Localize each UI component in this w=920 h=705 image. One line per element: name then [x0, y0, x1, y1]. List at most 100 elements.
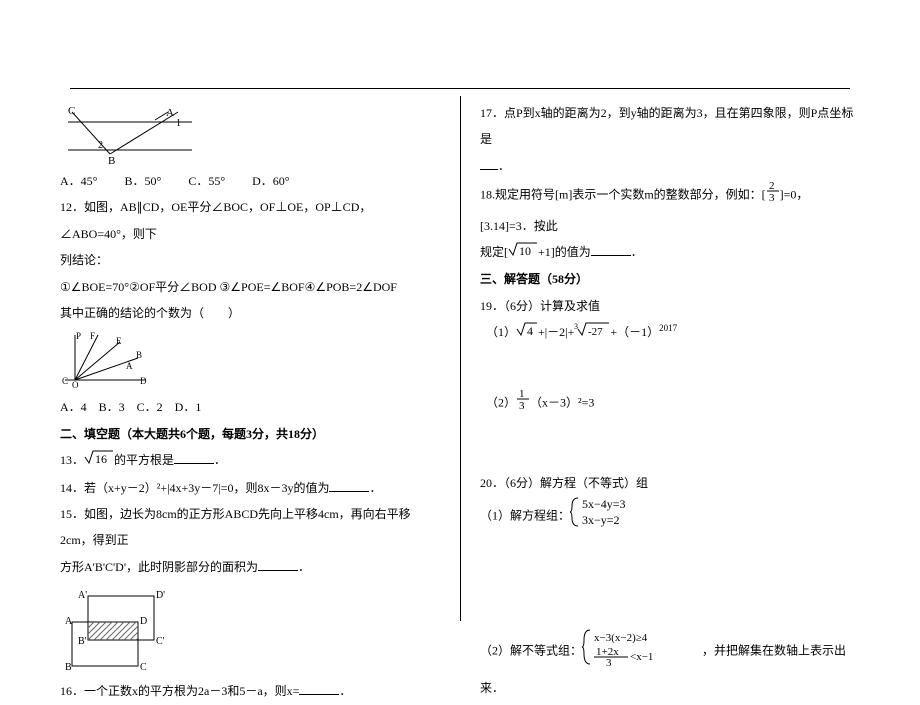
q12-O: O [72, 380, 79, 390]
cbrt-27-icon: 3 -27 [574, 320, 610, 346]
q20-p1-pre: （1）解方程组： [480, 509, 570, 523]
q12-B: B [136, 350, 142, 360]
spacer2 [480, 420, 860, 470]
q19-part1: （1）4+|－2|+3-27+（－1）2017 [486, 319, 860, 346]
svg-text:3x−y=2: 3x−y=2 [582, 513, 620, 527]
q12-C: C [62, 376, 68, 386]
q15-D1: D' [156, 590, 165, 601]
spacer3 [480, 538, 860, 628]
q15-line2: 方形A'B'C'D'，此时阴影部分的面积为 [60, 560, 258, 574]
q11-figure: C A B 1 2 [60, 104, 200, 164]
q15-blank [258, 559, 298, 571]
q19-p1-tail: +（－1） [610, 325, 659, 339]
left-column: C A B 1 2 A．45° B．50° C．55° D．60° 12．如图，… [60, 100, 440, 705]
svg-text:10: 10 [519, 244, 531, 257]
svg-text:5x−4y=3: 5x−4y=3 [582, 497, 626, 511]
q18-end: ． [631, 245, 643, 259]
q11-angle1: 1 [176, 118, 181, 129]
q19-p2-pre: （2） [486, 395, 516, 409]
q17-blank-line: ． [480, 153, 860, 179]
q18-frac: 23 [766, 179, 780, 212]
q20-head: 20．（6分）解方程（不等式）组 [480, 470, 860, 496]
q11-choice-A: A．45° [60, 174, 97, 188]
section3-title: 三、解答题（58分） [480, 266, 860, 292]
q19-frac: 13 [516, 387, 530, 420]
q15-figure: A D B C A' D' B' C' [60, 584, 180, 674]
q16-blank [299, 683, 339, 695]
q13-pre: 13． [60, 453, 84, 467]
svg-text:3: 3 [769, 192, 775, 203]
q12-stem: 12．如图，AB∥CD，OE平分∠BOC，OF⊥OE，OP⊥CD，∠ABO=40… [60, 194, 440, 247]
q16-text: 16．一个正数x的平方根为2a－3和5－a，则x= [60, 684, 299, 698]
q19-p1-exp: 2017 [659, 323, 677, 333]
q11-label-A: A [166, 107, 174, 119]
svg-text:3: 3 [606, 657, 612, 666]
top-rule [70, 88, 850, 89]
q18-blank [591, 244, 631, 256]
svg-text:2: 2 [769, 180, 775, 192]
q20-p2-pre: （2）解不等式组： [480, 643, 582, 657]
q17: 17．点P到x轴的距离为2，到y轴的距离为3，且在第四象限，则P点坐标是 [480, 100, 860, 153]
svg-text:x−3(x−2)≥4: x−3(x−2)≥4 [594, 632, 648, 644]
q12-E: E [116, 336, 122, 346]
q19-p1-pre: （1） [486, 325, 516, 339]
sqrt4-icon: 4 [516, 320, 538, 346]
q14: 14．若（x+y－2）²+|4x+3y－7|=0，则8x－3y的值为 ． [60, 475, 440, 501]
svg-text:-27: -27 [588, 326, 603, 337]
q12-tail: 其中正确的结论的个数为（ ） [60, 300, 440, 326]
q12-figure: F P E B C O D A [60, 330, 150, 390]
q15-C1: C' [156, 636, 165, 647]
spacer1 [480, 347, 860, 387]
section2-title: 二、填空题（本大题共6个题，每题3分，共18分） [60, 421, 440, 447]
q15-A: A [65, 616, 73, 627]
q15-A1: A' [78, 590, 87, 601]
q18-line2-pre: 规定[ [480, 245, 508, 259]
q17-end: ． [498, 159, 510, 173]
svg-text:1: 1 [519, 388, 525, 400]
q12-options: ①∠BOE=70°②OF平分∠BOD ③∠POE=∠BOF④∠POB=2∠DOF [60, 274, 440, 300]
q16: 16．一个正数x的平方根为2a－3和5－a，则x= ． [60, 678, 440, 704]
q12-stem2: 列结论： [60, 247, 440, 273]
q11-choice-B: B．50° [124, 174, 161, 188]
q11-choice-D: D．60° [252, 174, 289, 188]
svg-text:<x−1: <x−1 [630, 651, 653, 663]
sqrt10-icon: 10 [508, 240, 538, 266]
q19-p2-tail: （x－3）²=3 [530, 395, 594, 409]
q17-blank [480, 158, 498, 170]
q12-A: A [126, 361, 133, 371]
q15-D: D [140, 616, 147, 627]
q14-text: 14．若（x+y－2）²+|4x+3y－7|=0，则8x－3y的值为 [60, 481, 329, 495]
svg-text:4: 4 [527, 324, 533, 337]
q11-angle2: 2 [98, 140, 103, 151]
svg-text:3: 3 [574, 322, 578, 331]
q11-label-C: C [68, 105, 75, 117]
right-column: 17．点P到x轴的距离为2，到y轴的距离为3，且在第四象限，则P点坐标是 ． 1… [480, 100, 860, 705]
q18-pre: 18.规定用符号[m]表示一个实数m的整数部分，例如：[ [480, 188, 766, 202]
q14-end: ． [369, 481, 381, 495]
q12-F: F [90, 331, 95, 341]
q20-part1: （1）解方程组： 5x−4y=3 3x−y=2 [480, 496, 860, 537]
q18: 18.规定用符号[m]表示一个实数m的整数部分，例如：[23]=0，[3.14]… [480, 179, 860, 239]
column-divider [460, 96, 461, 621]
q12-choices: A．4 B．3 C．2 D．1 [60, 394, 440, 420]
q12-D: D [140, 376, 147, 386]
q15-line2-wrap: 方形A'B'C'D'，此时阴影部分的面积为． [60, 554, 440, 580]
q15-B: B [65, 662, 72, 673]
q13-blank [174, 452, 214, 464]
q20-part2: （2）解不等式组：x−3(x−2)≥41+2x3<x−1，并把解集在数轴上表示出… [480, 628, 860, 702]
q16-end: ． [339, 684, 351, 698]
q20-brace1-icon: 5x−4y=3 3x−y=2 [570, 496, 650, 537]
q15-B1: B' [78, 636, 87, 647]
q15-C: C [140, 662, 147, 673]
q17-text: 17．点P到x轴的距离为2，到y轴的距离为3，且在第四象限，则P点坐标是 [480, 106, 853, 146]
q20-brace2-icon: x−3(x−2)≥41+2x3<x−1 [582, 628, 702, 675]
q11-choices: A．45° B．50° C．55° D．60° [60, 168, 440, 194]
svg-text:16: 16 [95, 452, 107, 465]
q19-part2: （2）13（x－3）²=3 [486, 387, 860, 420]
q12-P: P [76, 331, 81, 341]
q15-line1: 15．如图，边长为8cm的正方形ABCD先向上平移4cm，再向右平移2cm，得到… [60, 501, 440, 554]
q13-mid: 的平方根是 [114, 453, 174, 467]
sqrt16-icon: 16 [84, 448, 114, 474]
q19-head: 19．（6分）计算及求值 [480, 293, 860, 319]
q18-line2-mid: +1]的值为 [538, 245, 591, 259]
